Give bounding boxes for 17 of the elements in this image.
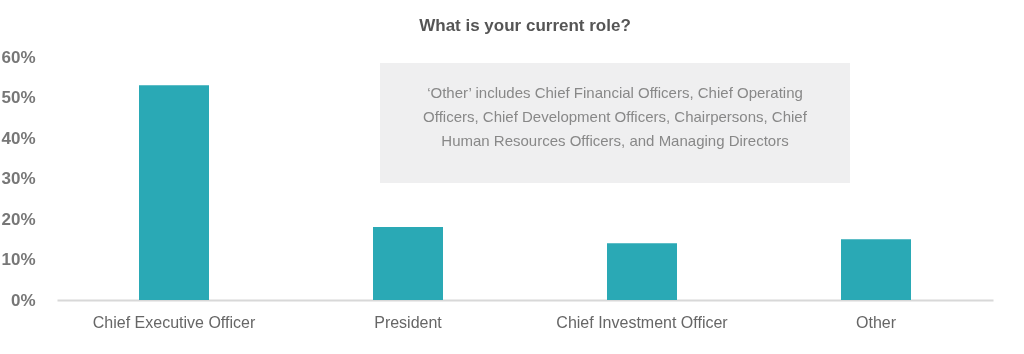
y-tick-label: 50% (1, 88, 36, 107)
y-tick-label: 0% (10, 290, 36, 310)
y-tick-label: 30% (1, 169, 36, 188)
x-tick-label: Chief Executive Officer (92, 313, 256, 331)
y-tick-label: 60% (1, 47, 36, 67)
x-tick-label: Other (855, 313, 897, 331)
callout-box: ‘Other’ includes Chief Financial Officers, Chief Operating Officers, Chief Development Officers, Chairpersons, Chief Human Resources Officers, and Managing Directors (380, 63, 850, 183)
x-tick-label: President (374, 313, 443, 331)
chart-title: What is your current role? (419, 16, 631, 35)
bar (841, 239, 911, 300)
y-tick-label: 10% (1, 250, 36, 269)
bar (607, 243, 677, 300)
y-tick-label: 20% (1, 209, 36, 229)
x-tick-label: Chief Investment Officer (556, 313, 729, 331)
bar (373, 227, 443, 300)
bar (139, 85, 209, 300)
y-tick-label: 40% (1, 128, 36, 148)
